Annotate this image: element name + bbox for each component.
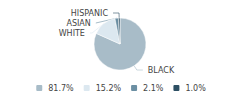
svg-text:2.1%: 2.1% (143, 84, 164, 93)
svg-text:81.7%: 81.7% (48, 84, 74, 93)
svg-text:HISPANIC: HISPANIC (71, 9, 109, 18)
svg-text:WHITE: WHITE (59, 29, 85, 38)
svg-text:BLACK: BLACK (148, 66, 175, 75)
svg-text:ASIAN: ASIAN (66, 19, 90, 28)
svg-text:1.0%: 1.0% (185, 84, 206, 93)
svg-text:15.2%: 15.2% (96, 84, 122, 93)
